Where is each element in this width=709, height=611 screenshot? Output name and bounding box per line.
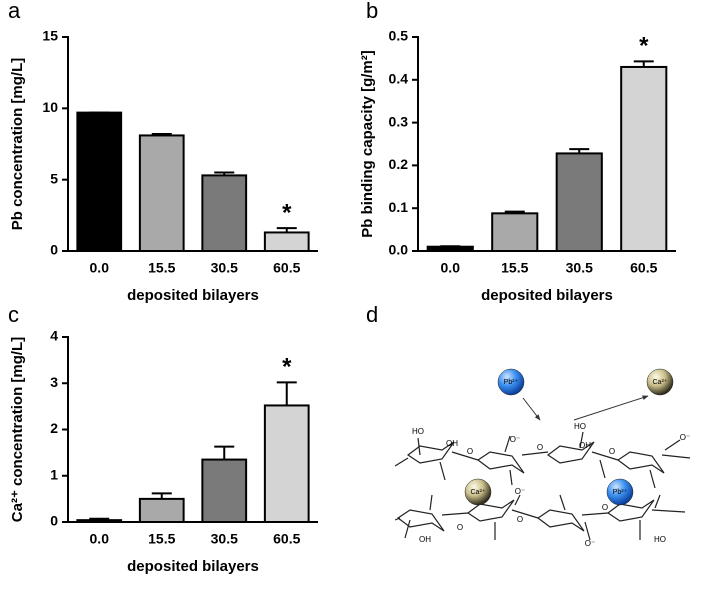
ion-label: Ca²⁺ [471, 489, 486, 496]
bar [76, 111, 123, 253]
y-tick-label: 0.0 [389, 242, 409, 258]
y-tick-label: 0 [50, 242, 58, 258]
annotation: * [639, 33, 649, 60]
atom-label: O [517, 515, 523, 524]
x-tick-label: 15.5 [148, 260, 175, 276]
bar [263, 231, 310, 253]
x-axis-label: deposited bilayers [127, 558, 259, 575]
y-tick-label: 15 [42, 28, 58, 44]
atom-label: O [457, 523, 463, 532]
panel-label: a [8, 0, 21, 23]
atom-label: O [537, 443, 543, 452]
x-tick-label: 60.5 [630, 260, 657, 276]
atom-label: O⁻ [515, 487, 525, 496]
y-tick-label: 0.5 [389, 28, 409, 44]
annotation: * [282, 354, 292, 381]
y-tick-label: 0.1 [389, 199, 409, 215]
sugar-ring [396, 509, 445, 532]
ion-label: Ca²⁺ [653, 379, 668, 386]
y-tick-label: 10 [42, 99, 58, 115]
x-tick-label: 15.5 [148, 531, 175, 547]
x-tick-label: 15.5 [501, 260, 528, 276]
x-tick-label: 60.5 [273, 260, 300, 276]
annotation: * [282, 200, 292, 227]
atom-label: O⁻ [585, 539, 595, 548]
panel-label: c [8, 302, 19, 327]
ion [497, 368, 525, 396]
y-tick-label: 0.2 [389, 156, 409, 172]
y-tick-label: 0 [50, 513, 58, 529]
atom-label: O [609, 447, 615, 456]
x-tick-label: 0.0 [90, 531, 110, 547]
ion [464, 478, 492, 506]
ion [606, 478, 634, 506]
atom-label: OH [579, 441, 591, 450]
y-tick-label: 1 [50, 466, 58, 482]
bar [263, 404, 310, 524]
ion-label: Pb²⁺ [613, 489, 628, 496]
bar [555, 152, 603, 252]
bar [138, 134, 185, 252]
x-tick-label: 30.5 [211, 531, 238, 547]
bar [491, 212, 539, 252]
bar [620, 65, 668, 252]
side-groups [404, 431, 681, 541]
atom-label: O [602, 503, 608, 512]
x-tick-label: 30.5 [566, 260, 593, 276]
atom-label: HO [654, 535, 666, 544]
diagram-arrows [522, 395, 649, 421]
sugar-ring [546, 441, 595, 464]
x-axis-label: deposited bilayers [481, 287, 613, 304]
y-tick-label: 4 [50, 328, 58, 344]
y-tick-label: 0.4 [389, 71, 409, 87]
atom-label: O⁻ [680, 433, 690, 442]
x-tick-label: 30.5 [211, 260, 238, 276]
y-tick-label: 0.3 [389, 113, 409, 129]
ion-label: Pb²⁺ [504, 379, 519, 386]
bar [201, 174, 248, 253]
y-axis-label: Pb binding capacity [g/m²] [359, 50, 376, 238]
chain-link [394, 451, 691, 521]
polymer-chain [394, 431, 691, 541]
y-axis-label: Pb concentration [mg/L] [9, 58, 26, 231]
panel-label: d [366, 302, 378, 327]
x-tick-label: 60.5 [273, 531, 300, 547]
sugar-ring [536, 509, 585, 532]
sugar-ring [476, 451, 525, 474]
bar [138, 497, 185, 523]
atom-label: HO [574, 422, 586, 431]
x-tick-label: 0.0 [90, 260, 110, 276]
y-tick-label: 2 [50, 420, 58, 436]
sugar-ring [406, 441, 455, 464]
y-tick-label: 3 [50, 374, 58, 390]
atom-label: O⁻ [510, 435, 520, 444]
atom-label: OH [446, 439, 458, 448]
atom-label: OH [419, 535, 431, 544]
ion [646, 368, 674, 396]
atom-label: O [467, 447, 473, 456]
bar [201, 458, 248, 523]
sugar-ring [616, 451, 665, 474]
panel-label: b [366, 0, 378, 23]
atom-label: HO [412, 427, 424, 436]
y-tick-label: 5 [50, 170, 58, 186]
x-tick-label: 0.0 [441, 260, 461, 276]
x-axis-label: deposited bilayers [127, 287, 259, 304]
y-axis-label: Ca²⁺ concentration [mg/L] [9, 337, 26, 522]
